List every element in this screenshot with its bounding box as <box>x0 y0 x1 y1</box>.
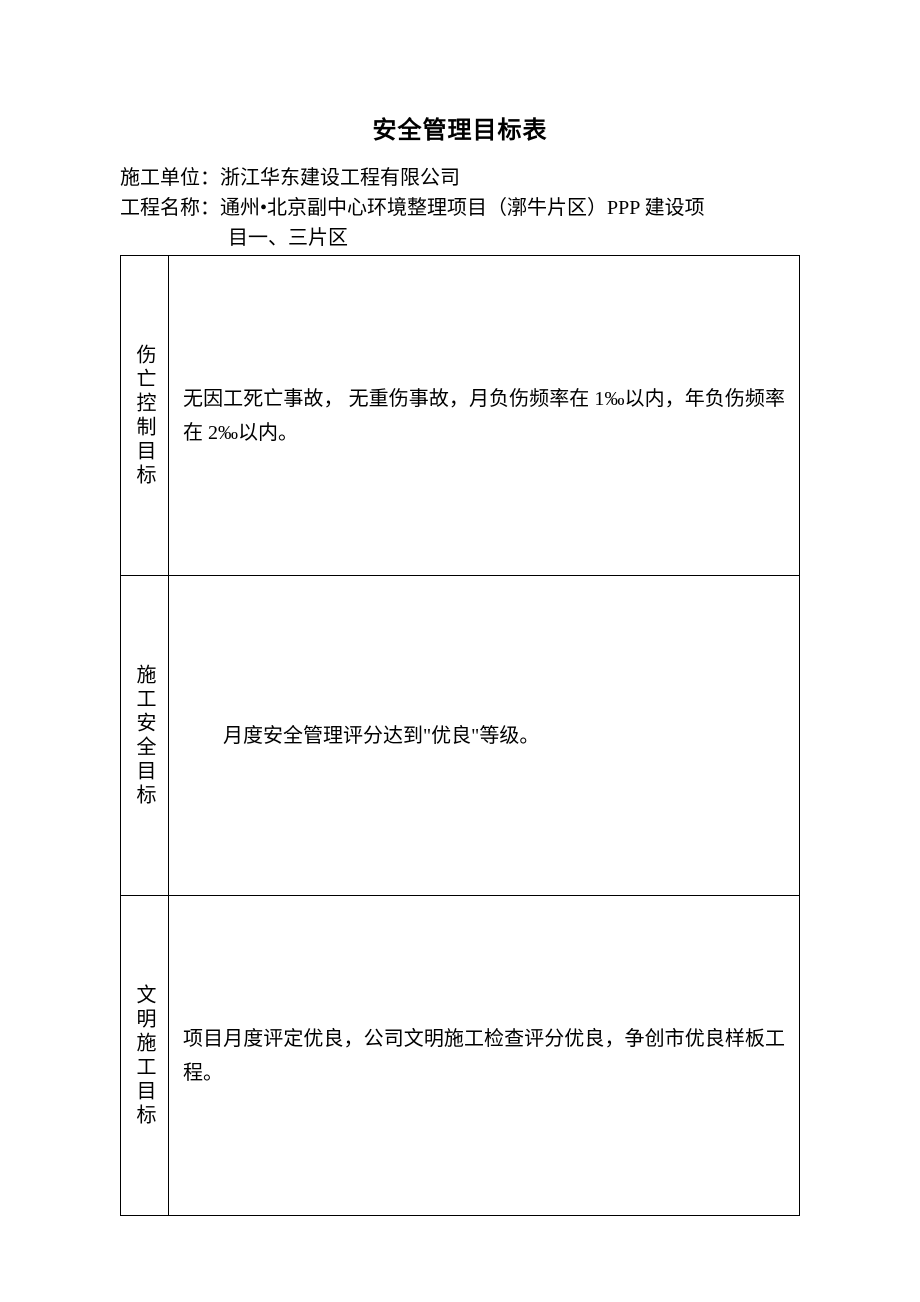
row-label-cell-safety: 施工安全目标 <box>121 576 169 896</box>
table-row: 伤亡控制目标 无因工死亡事故， 无重伤事故，月负伤频率在 1‰以内，年负伤频率在… <box>121 256 800 576</box>
header-unit-row: 施工单位： 浙江华东建设工程有限公司 <box>120 163 800 193</box>
header-info: 施工单位： 浙江华东建设工程有限公司 工程名称： 通州•北京副中心环境整理项目（… <box>120 163 800 253</box>
unit-value: 浙江华东建设工程有限公司 <box>220 163 460 193</box>
document-title: 安全管理目标表 <box>120 110 800 145</box>
row-label-safety: 施工安全目标 <box>130 664 159 808</box>
row-content-safety: 月度安全管理评分达到"优良"等级。 <box>169 576 800 896</box>
unit-label: 施工单位： <box>120 163 220 193</box>
header-project-row-1: 工程名称： 通州•北京副中心环境整理项目（漷牛片区）PPP 建设项 <box>120 193 800 223</box>
goals-table: 伤亡控制目标 无因工死亡事故， 无重伤事故，月负伤频率在 1‰以内，年负伤频率在… <box>120 255 800 1216</box>
row-label-cell-casualty: 伤亡控制目标 <box>121 256 169 576</box>
project-label: 工程名称： <box>120 193 220 223</box>
table-row: 文明施工目标 项目月度评定优良，公司文明施工检查评分优良，争创市优良样板工程。 <box>121 896 800 1216</box>
project-value-line1: 通州•北京副中心环境整理项目（漷牛片区）PPP 建设项 <box>220 193 705 223</box>
table-row: 施工安全目标 月度安全管理评分达到"优良"等级。 <box>121 576 800 896</box>
row-label-civilized: 文明施工目标 <box>130 984 159 1128</box>
row-content-casualty: 无因工死亡事故， 无重伤事故，月负伤频率在 1‰以内，年负伤频率在 2‰以内。 <box>169 256 800 576</box>
row-content-safety-text: 月度安全管理评分达到"优良"等级。 <box>183 719 785 753</box>
header-project-row-2: 目一、三片区 <box>120 223 800 253</box>
row-label-cell-civilized: 文明施工目标 <box>121 896 169 1216</box>
project-value-line2: 目一、三片区 <box>228 223 348 253</box>
row-content-civilized: 项目月度评定优良，公司文明施工检查评分优良，争创市优良样板工程。 <box>169 896 800 1216</box>
row-label-casualty: 伤亡控制目标 <box>130 344 159 488</box>
